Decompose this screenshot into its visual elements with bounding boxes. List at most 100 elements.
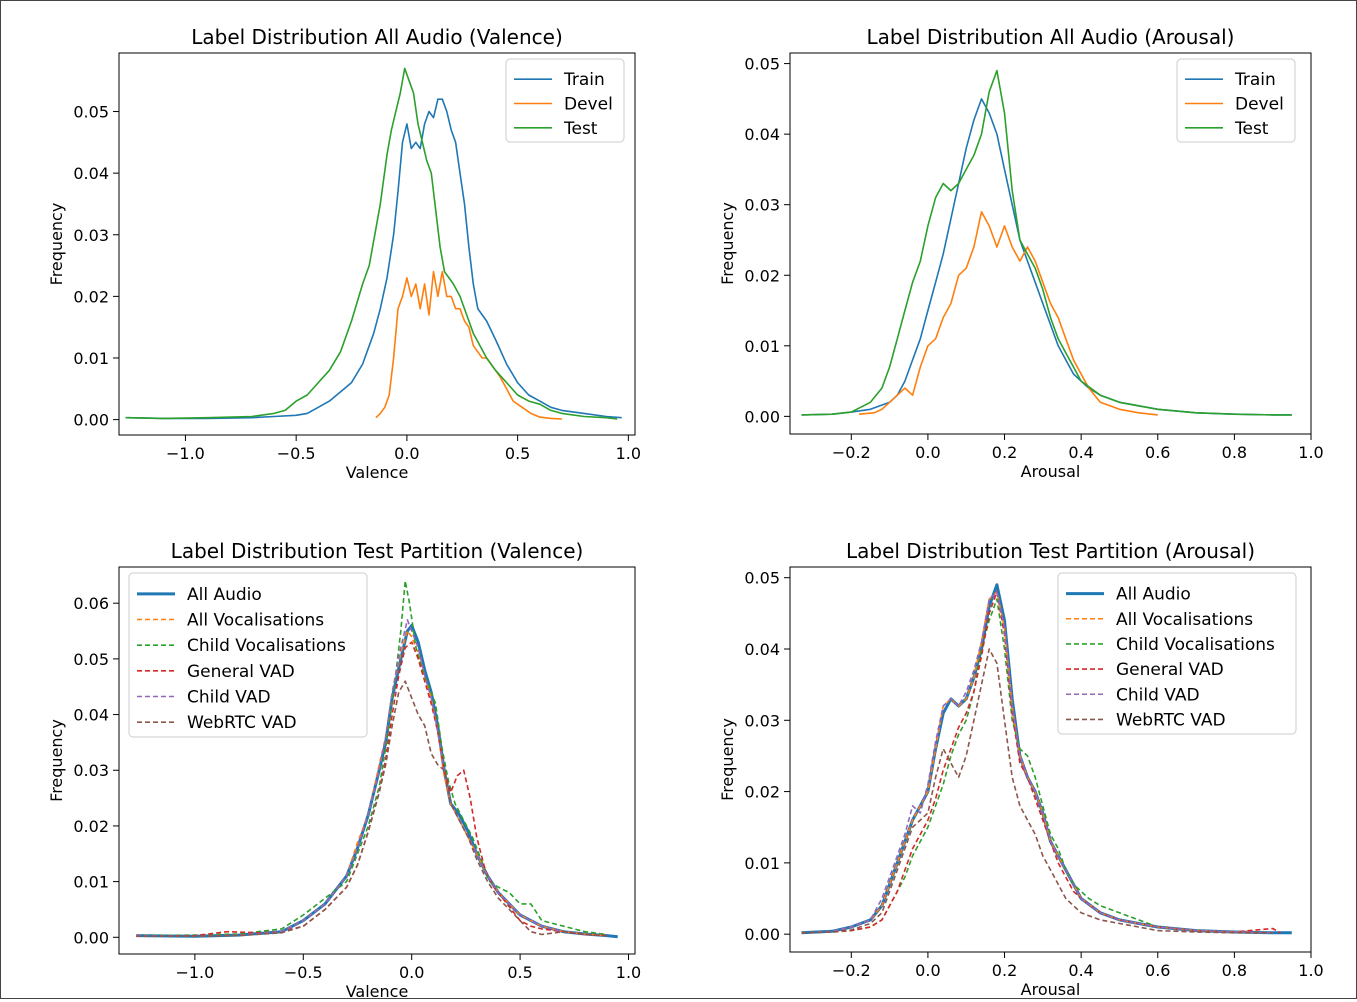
chart-title: Label Distribution Test Partition (Valen…: [171, 539, 584, 563]
y-axis-label: Frequency: [718, 718, 737, 801]
x-axis-label: Arousal: [1021, 980, 1081, 998]
legend-label: Train: [563, 70, 605, 90]
y-tick-label: 0.02: [73, 817, 109, 836]
y-tick-label: 0.04: [73, 706, 109, 725]
chart-panel-2: Label Distribution All Audio (Arousal) −0…: [718, 25, 1324, 481]
x-tick-label: 0.0: [915, 961, 940, 980]
y-tick-label: 0.05: [744, 569, 780, 588]
x-tick-label: 0.5: [505, 444, 530, 463]
x-axis-label: Valence: [346, 463, 409, 482]
series-line-general-vad: [136, 641, 607, 937]
y-tick-label: 0.04: [744, 640, 780, 659]
y-tick-label: 0.02: [73, 287, 109, 306]
y-tick-label: 0.03: [744, 711, 780, 730]
legend: All Audio All Vocalisations Child Vocalisa…: [128, 572, 368, 738]
chart-title: Label Distribution All Audio (Valence): [191, 25, 563, 49]
legend-label: Train: [1234, 70, 1276, 90]
y-tick-label: 0.05: [73, 650, 109, 669]
legend-label: General VAD: [187, 662, 295, 682]
x-tick-label: 0.5: [507, 963, 532, 982]
y-axis-label: Frequency: [47, 719, 66, 802]
series-group: [801, 69, 1292, 416]
chart-panel-4: Label Distribution Test Partition (Arous…: [718, 539, 1324, 999]
legend: All Audio All Vocalisations Child Vocalisa…: [1057, 572, 1297, 735]
x-tick-label: −0.2: [832, 443, 871, 462]
series-group: [125, 67, 622, 420]
x-tick-label: 1.0: [616, 963, 641, 982]
legend-label: Devel: [564, 95, 613, 115]
legend-box: [1057, 572, 1297, 735]
x-tick-label: −0.5: [277, 444, 316, 463]
y-tick-label: 0.04: [744, 125, 780, 144]
legend-label: General VAD: [1116, 660, 1224, 680]
x-tick-label: 0.4: [1068, 443, 1093, 462]
x-tick-label: 0.6: [1145, 961, 1170, 980]
legend-label: Child VAD: [1116, 685, 1200, 705]
x-tick-label: 1.0: [1298, 961, 1323, 980]
series-line-general-vad: [801, 591, 1281, 934]
legend-label: Test: [1234, 119, 1269, 139]
y-axis-label: Frequency: [718, 202, 737, 285]
chart-title: Label Distribution Test Partition (Arous…: [846, 539, 1255, 563]
x-tick-label: −1.0: [175, 963, 214, 982]
legend: Train Devel Test: [505, 58, 625, 143]
axes-frame: [789, 566, 1312, 953]
x-axis-label: Valence: [346, 982, 409, 998]
legend-label: Test: [563, 119, 598, 139]
chart-panel-3: Label Distribution Test Partition (Valen…: [47, 539, 641, 1001]
y-tick-label: 0.00: [744, 925, 780, 944]
legend-label: All Audio: [187, 585, 262, 605]
axes-frame: [118, 566, 636, 955]
y-tick-label: 0.00: [744, 407, 780, 426]
legend-label: WebRTC VAD: [1116, 710, 1226, 730]
x-tick-label: 0.2: [992, 961, 1017, 980]
x-tick-label: −0.5: [284, 963, 323, 982]
x-tick-label: 0.2: [992, 443, 1017, 462]
axes-frame: [118, 52, 636, 436]
series-line-train: [125, 98, 622, 420]
series-line-webrtc-vad: [801, 648, 1273, 934]
legend-label: All Vocalisations: [1116, 610, 1253, 630]
series-line-devel: [375, 270, 562, 420]
series-line-webrtc-vad: [136, 680, 607, 937]
y-tick-label: 0.01: [744, 337, 780, 356]
y-tick-label: 0.05: [744, 55, 780, 74]
y-tick-label: 0.04: [73, 164, 109, 183]
legend-label: Child VAD: [187, 688, 271, 708]
series-line-all-vocalisations: [801, 591, 1273, 934]
y-tick-label: 0.00: [73, 928, 109, 947]
y-tick-label: 0.03: [73, 761, 109, 780]
x-axis-label: Arousal: [1021, 462, 1081, 481]
series-line-devel: [858, 211, 1158, 416]
legend-label: WebRTC VAD: [187, 713, 297, 733]
series-line-test: [801, 69, 1292, 416]
y-axis-label: Frequency: [47, 203, 66, 286]
legend-box: [128, 572, 368, 738]
x-tick-label: 0.0: [394, 444, 419, 463]
x-tick-label: 1.0: [1298, 443, 1323, 462]
series-line-child-vocalisations: [136, 580, 607, 937]
series-group: [136, 580, 618, 939]
legend: Train Devel Test: [1176, 58, 1296, 143]
y-tick-label: 0.01: [73, 349, 109, 368]
y-tick-label: 0.03: [73, 226, 109, 245]
y-tick-label: 0.00: [73, 411, 109, 430]
legend-label: Child Vocalisations: [1116, 635, 1275, 655]
y-tick-label: 0.02: [744, 783, 780, 802]
x-tick-label: −1.0: [166, 444, 205, 463]
series-line-child-vad: [136, 619, 607, 937]
chart-title: Label Distribution All Audio (Arousal): [867, 25, 1235, 49]
x-tick-label: 0.0: [399, 963, 424, 982]
x-tick-label: 0.4: [1068, 961, 1093, 980]
x-tick-label: 1.0: [616, 444, 641, 463]
series-line-test: [125, 67, 618, 420]
chart-panel-1: Label Distribution All Audio (Valence) −1…: [47, 25, 641, 482]
x-tick-label: 0.8: [1222, 443, 1247, 462]
y-tick-label: 0.02: [744, 266, 780, 285]
legend-label: Child Vocalisations: [187, 636, 346, 656]
series-group: [801, 583, 1292, 935]
y-tick-label: 0.05: [73, 103, 109, 122]
series-line-child-vad: [801, 591, 1273, 934]
